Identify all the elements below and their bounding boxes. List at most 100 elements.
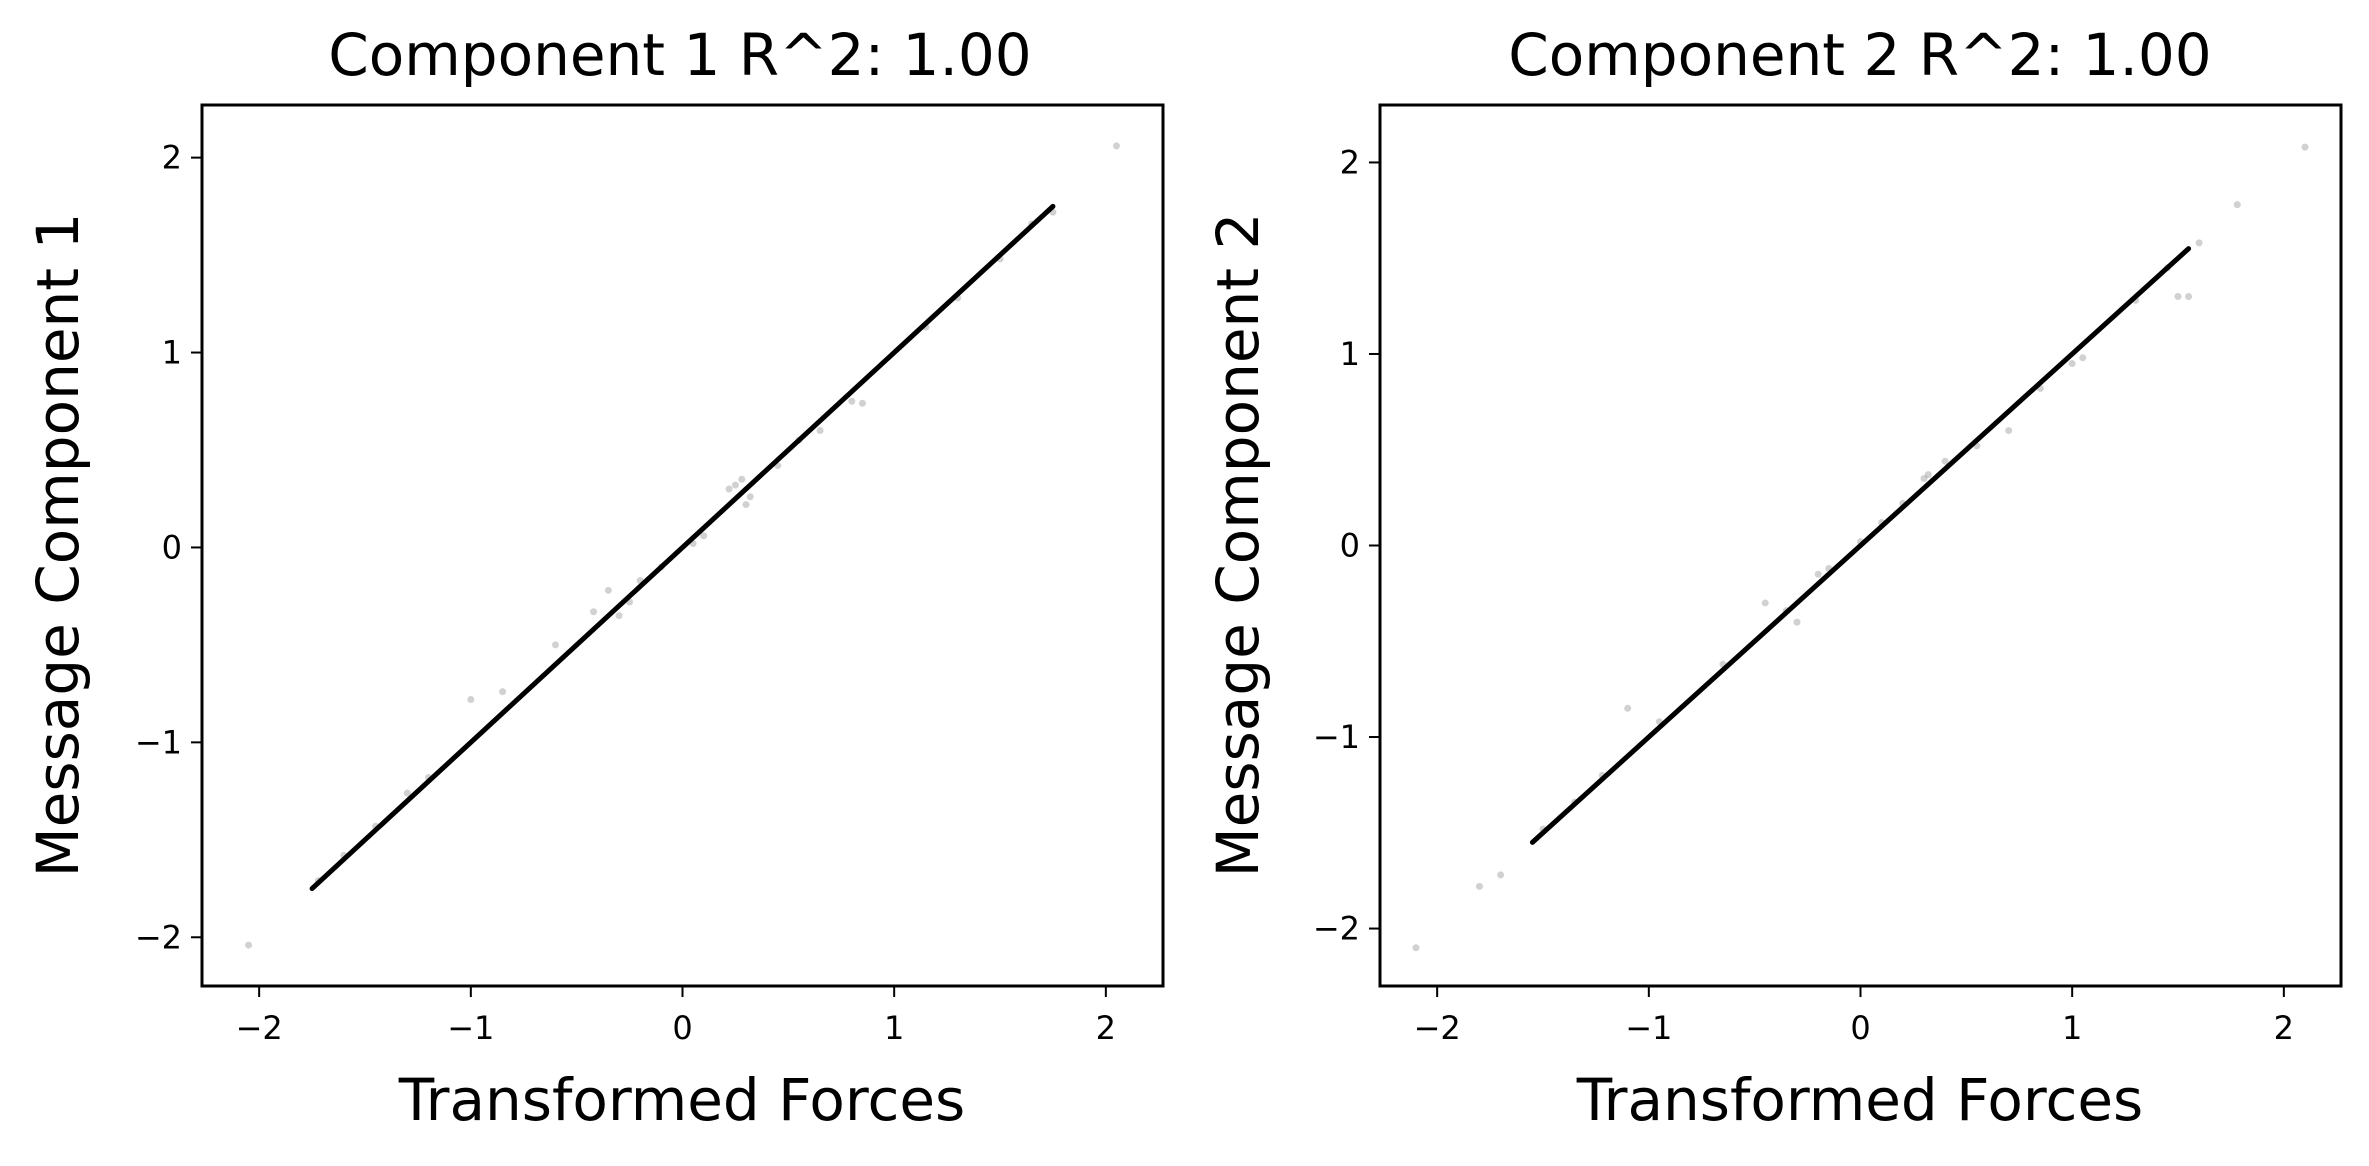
data-point [1049,208,1057,216]
data-point [1814,570,1822,578]
data-point [626,598,634,606]
data-point [1920,474,1928,482]
data-point [689,540,697,548]
x-tick-label: 1 [2062,1009,2082,1047]
plot-frame [1378,103,2343,988]
data-point [2233,201,2241,209]
scatter-panel-component-1: Component 1 R^2: 1.00 −2 −1 0 1 2 −2 −1 0 1 2 Tra… [24,21,1165,1134]
data-point [1624,704,1632,712]
data-point [590,608,598,616]
data-point [499,688,507,696]
x-tick-label: −1 [1625,1009,1672,1047]
x-tick-label: 2 [1096,1009,1116,1047]
x-tick-label: −2 [1414,1009,1461,1047]
data-point [1899,499,1907,507]
data-point [795,436,803,444]
panel-title: Component 2 R^2: 1.00 [1508,21,2211,89]
data-point [742,501,750,509]
data-point [1973,442,1981,450]
y-tick-label: 1 [1340,335,1360,373]
data-point [604,586,612,594]
data-point [1539,825,1547,833]
data-point [1761,599,1769,607]
data-point [922,323,930,331]
data-point [954,294,962,302]
data-point [1825,564,1833,572]
x-tick-label: 2 [2274,1009,2294,1047]
data-point [424,773,432,781]
scatter-points [245,142,1120,949]
panel-title: Component 1 R^2: 1.00 [328,21,1031,89]
data-point [615,612,623,620]
data-point [816,427,824,435]
y-tick-label: −2 [1313,910,1360,948]
y-axis-label: Message Component 2 [1204,213,1272,878]
data-point [1793,618,1801,626]
data-point [245,941,253,949]
data-point [2132,296,2140,304]
data-point [2301,143,2309,151]
x-tick-label: 1 [884,1009,904,1047]
data-point [738,475,746,483]
axis-ticks: −2 −1 0 1 2 −2 −1 0 1 2 [135,139,1116,1047]
data-point [1924,471,1932,479]
data-point [725,485,733,493]
data-point [1857,538,1864,546]
y-tick-label: 2 [162,139,182,177]
dense-point-band [1529,246,2192,845]
data-point [2174,293,2182,301]
data-point [1112,142,1120,150]
y-tick-label: −1 [1313,718,1360,756]
data-point [700,532,708,540]
plot-frame [200,103,1165,988]
data-point [2079,354,2087,362]
data-point [2195,239,2203,247]
data-point [1878,519,1886,527]
data-point [657,563,665,571]
dense-point-band [309,203,1056,892]
data-point [314,877,322,885]
x-tick-label: 0 [1850,1009,1870,1047]
data-point [996,255,1004,263]
scatter-panel-component-2: Component 2 R^2: 1.00 −2 −1 0 1 2 −2 −1 0 1 2 Tra… [1204,21,2343,1134]
data-point [746,493,754,501]
y-tick-label: 0 [1340,527,1360,565]
axis-ticks: −2 −1 0 1 2 −2 −1 0 1 2 [1313,143,2294,1047]
data-point [1571,798,1579,806]
data-point [2068,360,2076,368]
data-point [1028,220,1036,228]
data-point [1497,871,1505,879]
y-tick-label: −1 [135,723,182,761]
x-tick-label: 0 [672,1009,692,1047]
data-point [1598,771,1606,779]
data-point [1719,660,1727,668]
data-point [848,397,856,405]
x-axis-label: Transformed Forces [398,1066,966,1134]
data-point [372,822,380,830]
data-point [2036,384,2044,392]
data-point [731,481,739,489]
data-point [774,462,782,470]
y-tick-label: 1 [162,334,182,372]
data-point [1782,607,1790,615]
y-tick-label: −2 [135,918,182,956]
y-tick-label: 0 [162,528,182,566]
y-tick-label: 2 [1340,143,1360,181]
data-point [1941,457,1949,465]
data-point [1475,882,1483,890]
data-point [551,641,559,649]
data-point [1655,718,1663,726]
data-point [858,399,866,407]
x-axis-label: Transformed Forces [1576,1066,2144,1134]
data-point [2163,264,2171,272]
data-point [636,577,644,585]
x-tick-label: −2 [236,1009,283,1047]
data-point [1412,944,1420,952]
data-point [2005,427,2013,435]
data-point [467,695,475,703]
y-axis-label: Message Component 1 [24,213,92,878]
scatter-points [1412,143,2309,952]
data-point [403,789,411,797]
